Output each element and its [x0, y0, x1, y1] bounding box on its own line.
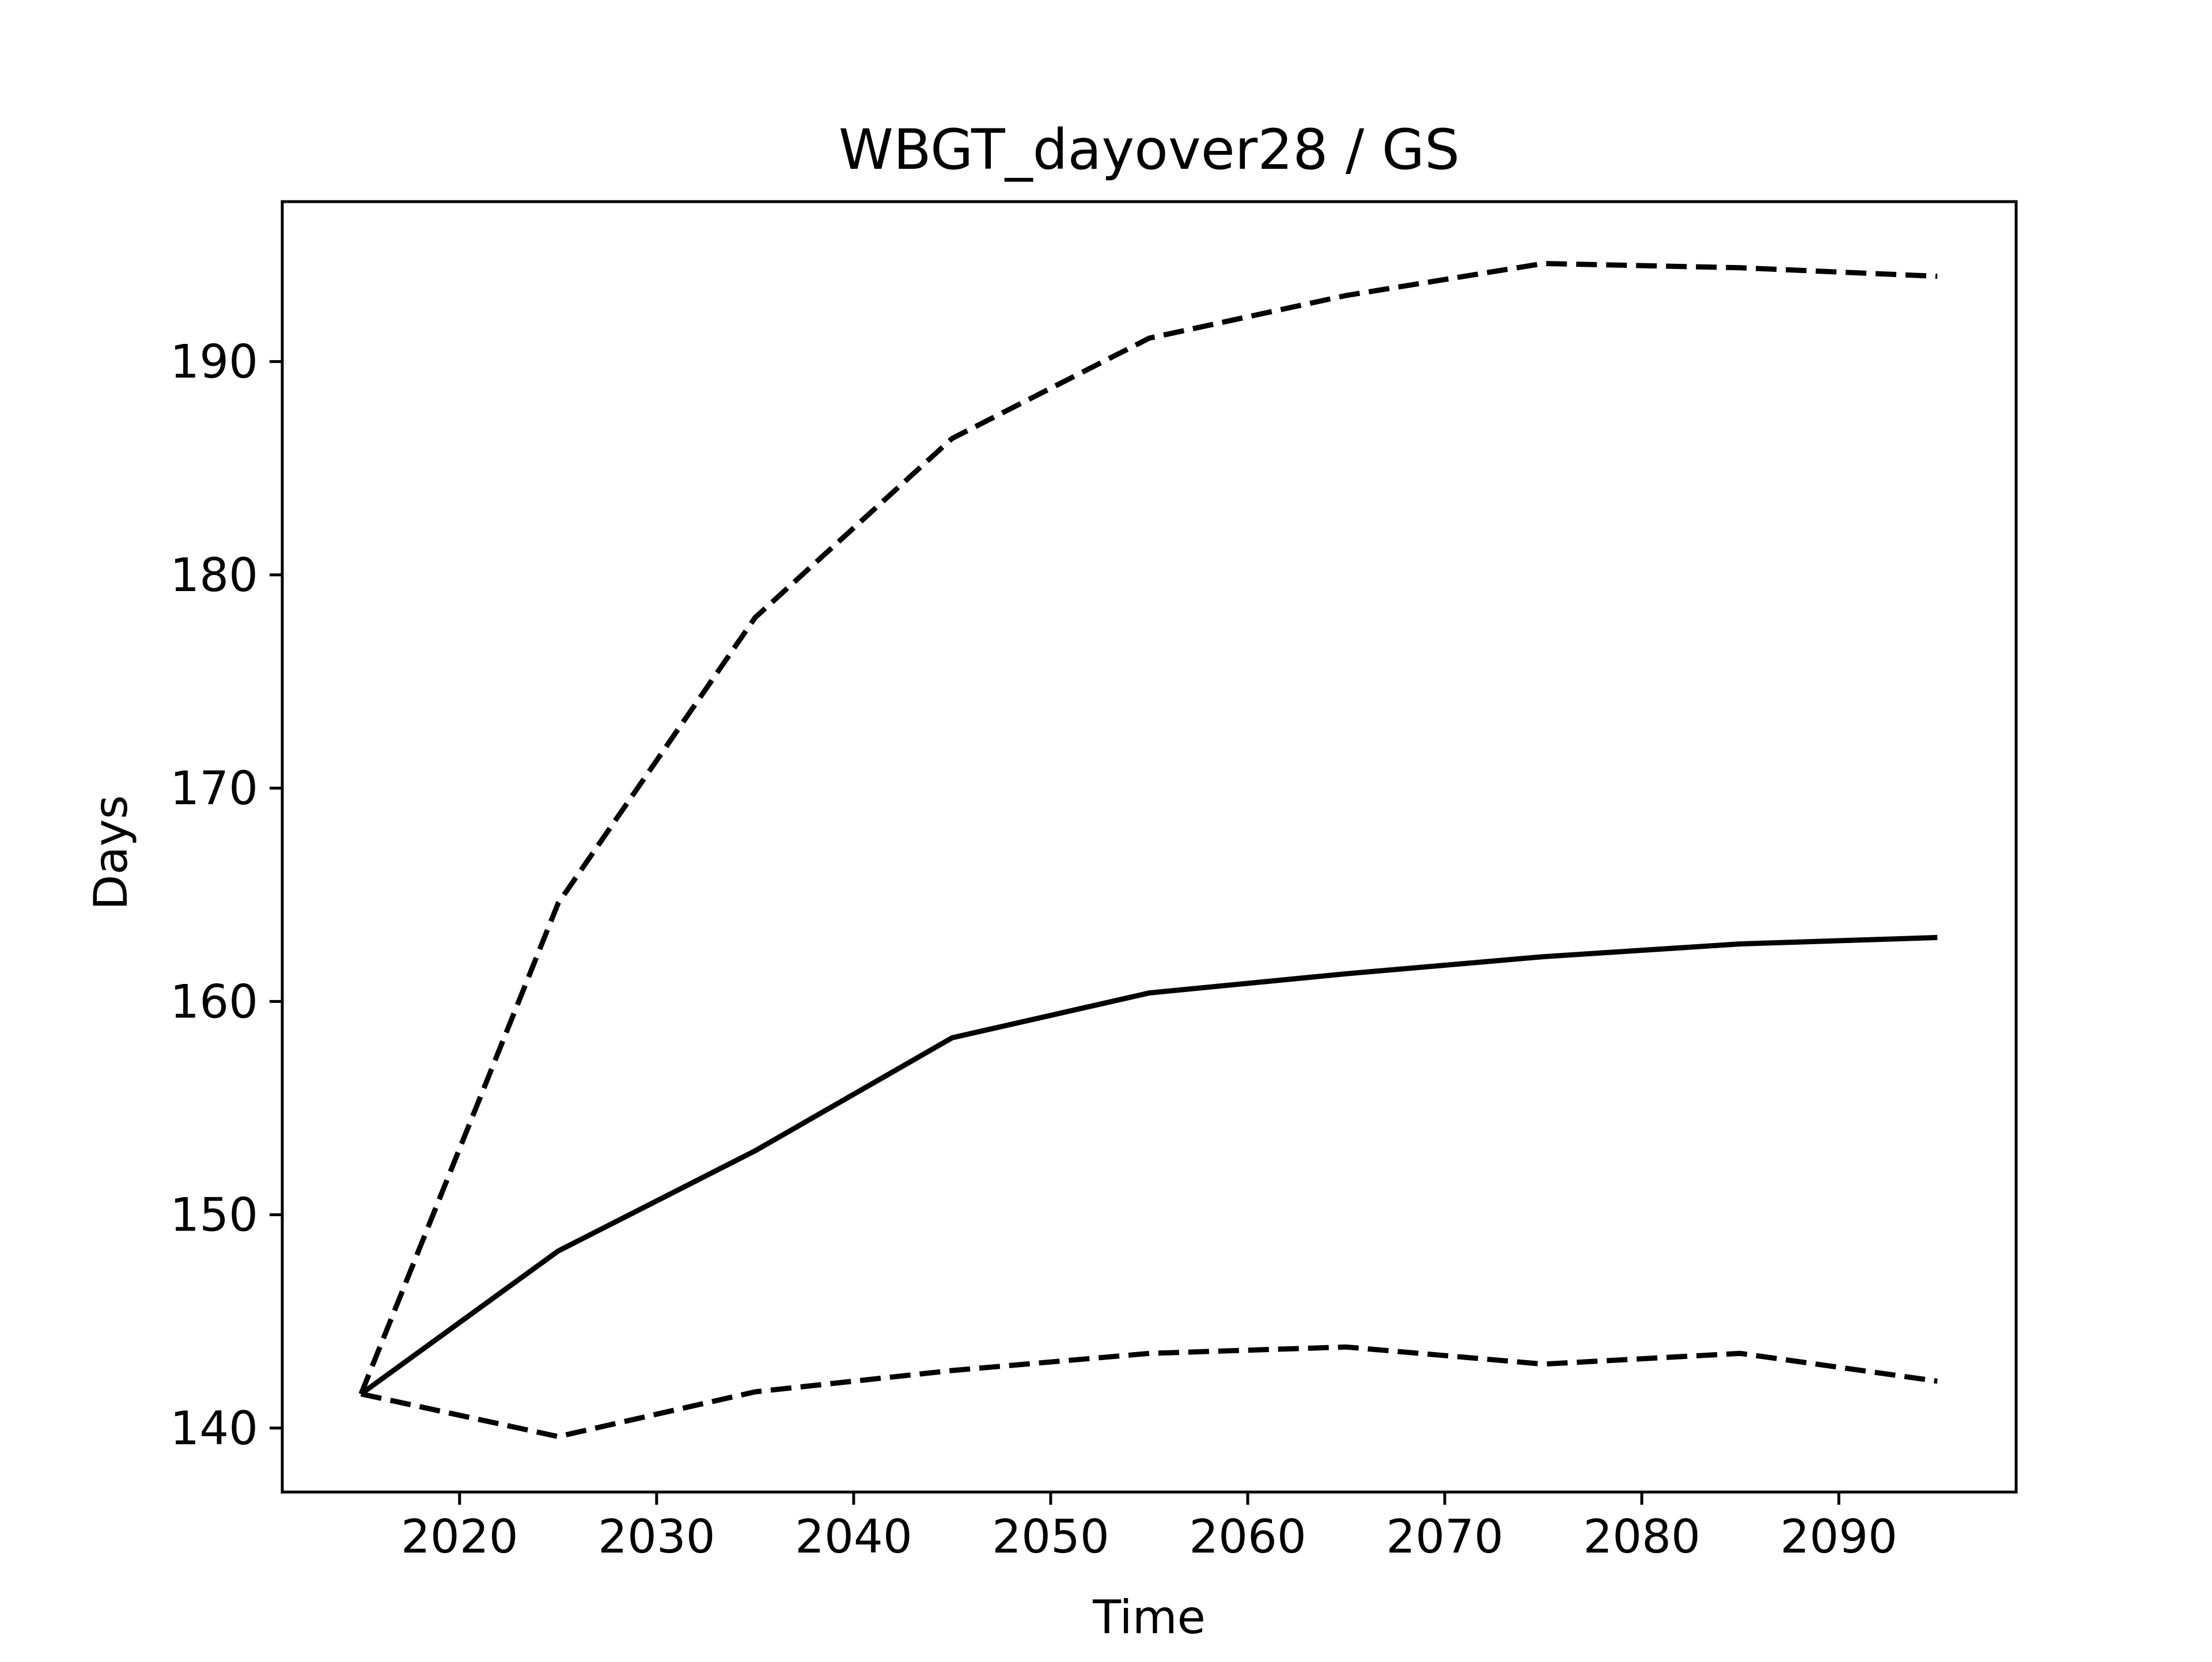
y-tick-label: 180	[170, 548, 258, 602]
x-tick-label: 2050	[992, 1510, 1109, 1563]
x-tick-label: 2060	[1189, 1510, 1306, 1563]
chart-title: WBGT_dayover28 / GS	[839, 118, 1460, 182]
x-tick-label: 2070	[1386, 1510, 1503, 1563]
plot-frame	[281, 200, 2018, 1494]
y-tick-label: 150	[170, 1188, 258, 1242]
y-tick-label: 140	[170, 1402, 258, 1455]
series-line-3	[360, 1344, 1938, 1440]
x-tick-label: 2080	[1583, 1510, 1700, 1563]
y-tick-label: 170	[170, 762, 258, 815]
x-tick-label: 2030	[598, 1510, 715, 1563]
series-line-2	[358, 260, 1938, 1395]
x-axis-ticks: 2020 2030 2040 2050 2060 2070 2080 2090	[401, 1492, 1897, 1563]
plot-area	[281, 200, 2018, 1494]
x-tick-label: 2090	[1780, 1510, 1897, 1563]
y-axis-ticks: 140 150 160 170 180 190	[170, 335, 282, 1455]
series-line-1	[359, 934, 1938, 1396]
x-axis-label: Time	[1092, 1591, 1206, 1644]
y-tick-label: 160	[170, 975, 258, 1028]
y-axis-label: Days	[84, 795, 138, 910]
x-tick-label: 2040	[795, 1510, 912, 1563]
x-tick-label: 2020	[401, 1510, 518, 1563]
y-tick-label: 190	[170, 335, 258, 389]
